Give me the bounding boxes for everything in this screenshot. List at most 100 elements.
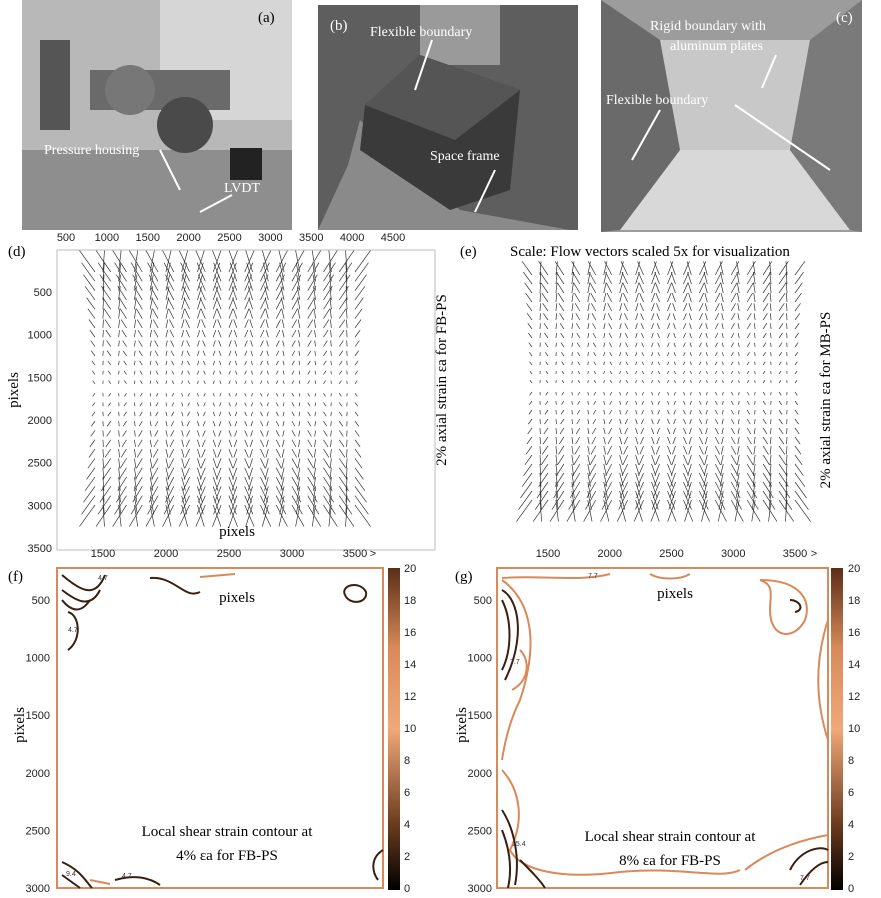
flow-vector xyxy=(203,421,205,426)
flow-vector xyxy=(572,303,573,311)
flow-vector xyxy=(707,380,708,383)
flow-vector xyxy=(245,361,247,365)
flow-vector xyxy=(140,402,142,406)
flow-vector xyxy=(689,437,691,444)
flow-vector xyxy=(683,428,686,434)
flow-vector xyxy=(283,412,284,416)
flow-vector xyxy=(572,419,573,424)
flow-vector xyxy=(593,343,595,347)
flow-vector xyxy=(556,283,557,293)
flow-vector xyxy=(540,455,541,465)
flow-vector xyxy=(108,412,111,416)
flow-vector xyxy=(674,410,676,414)
flow-vector xyxy=(106,440,111,447)
flow-vector xyxy=(620,428,622,434)
flow-vector xyxy=(245,449,249,457)
flow-vector xyxy=(795,410,798,414)
flow-vector xyxy=(590,455,596,465)
flow-vector xyxy=(245,430,248,436)
flow-vector xyxy=(704,283,707,293)
flow-vector xyxy=(658,343,660,347)
flow-vector xyxy=(129,505,142,527)
flow-vector xyxy=(188,393,190,396)
flow-vector xyxy=(593,410,595,414)
x-axis-label: pixels xyxy=(657,586,693,602)
flow-vector xyxy=(620,303,622,311)
flow-vector xyxy=(204,381,205,384)
flow-vector xyxy=(283,393,284,396)
flow-vector xyxy=(103,309,104,319)
flow-vector xyxy=(715,392,717,395)
flow-vector xyxy=(196,250,205,272)
flow-vector xyxy=(747,401,749,405)
flow-vector xyxy=(652,283,656,293)
flow-vector xyxy=(355,275,367,291)
flow-vector xyxy=(747,437,751,444)
flow-vector xyxy=(739,371,740,374)
flow-vector xyxy=(557,283,564,293)
flow-vector xyxy=(219,430,221,436)
flow-vector xyxy=(623,283,628,293)
flow-vector xyxy=(166,263,170,282)
flow-vector xyxy=(166,496,170,515)
flow-vector xyxy=(673,323,675,329)
flow-vector xyxy=(747,362,749,365)
flow-vector xyxy=(706,352,707,356)
flow-vector xyxy=(604,303,606,311)
flow-vector xyxy=(119,449,120,457)
flow-vector xyxy=(622,464,628,476)
flow-vector xyxy=(795,446,801,454)
flow-vector xyxy=(561,333,564,338)
flow-vector xyxy=(771,333,772,338)
flow-vector xyxy=(636,323,638,329)
flow-vector xyxy=(249,468,253,480)
flow-vector xyxy=(276,371,278,375)
flow-vector xyxy=(738,313,739,320)
flow-vector xyxy=(123,341,127,347)
flow-vector xyxy=(234,449,237,457)
flow-vector xyxy=(575,446,580,454)
flow-vector xyxy=(561,401,563,405)
flow-vector xyxy=(779,371,781,374)
flow-vector xyxy=(715,371,717,374)
flow-vector xyxy=(133,486,143,502)
flow-vector xyxy=(213,341,215,347)
flow-vector xyxy=(519,491,532,510)
flow-vector xyxy=(771,343,772,347)
flow-vector xyxy=(182,351,183,356)
flow-vector xyxy=(609,419,612,424)
flow-vector xyxy=(588,323,589,329)
flow-vector xyxy=(699,401,701,405)
flow-vector xyxy=(140,393,142,396)
flow-vector xyxy=(315,393,316,396)
flow-vector xyxy=(699,333,701,338)
flow-vector xyxy=(171,341,174,347)
flow-vector xyxy=(747,380,749,383)
flow-vector xyxy=(134,421,135,426)
panel-label: (f) xyxy=(8,569,23,585)
flow-vector xyxy=(747,343,750,347)
flow-vector xyxy=(249,298,253,310)
flow-vector xyxy=(116,275,126,291)
flow-vector xyxy=(652,352,653,356)
flow-vector xyxy=(152,309,158,319)
flow-vector xyxy=(747,428,751,434)
flow-vector xyxy=(140,412,143,416)
flow-vector xyxy=(229,309,233,319)
flow-vector xyxy=(229,421,231,426)
flow-vector xyxy=(119,341,120,347)
flow-vector xyxy=(588,380,589,383)
flow-vector xyxy=(636,419,638,424)
colorbar-tick-label: 20 xyxy=(404,563,416,575)
flow-vector xyxy=(715,313,718,320)
flow-vector xyxy=(168,468,174,480)
flow-vector xyxy=(545,352,548,356)
flow-vector xyxy=(88,458,95,468)
flow-vector xyxy=(292,393,294,396)
flow-vector xyxy=(578,362,580,365)
flow-vector xyxy=(607,455,612,465)
flow-vector xyxy=(216,298,221,310)
flow-vector xyxy=(715,446,719,454)
flow-vector xyxy=(731,293,736,302)
flow-vector xyxy=(770,437,771,444)
